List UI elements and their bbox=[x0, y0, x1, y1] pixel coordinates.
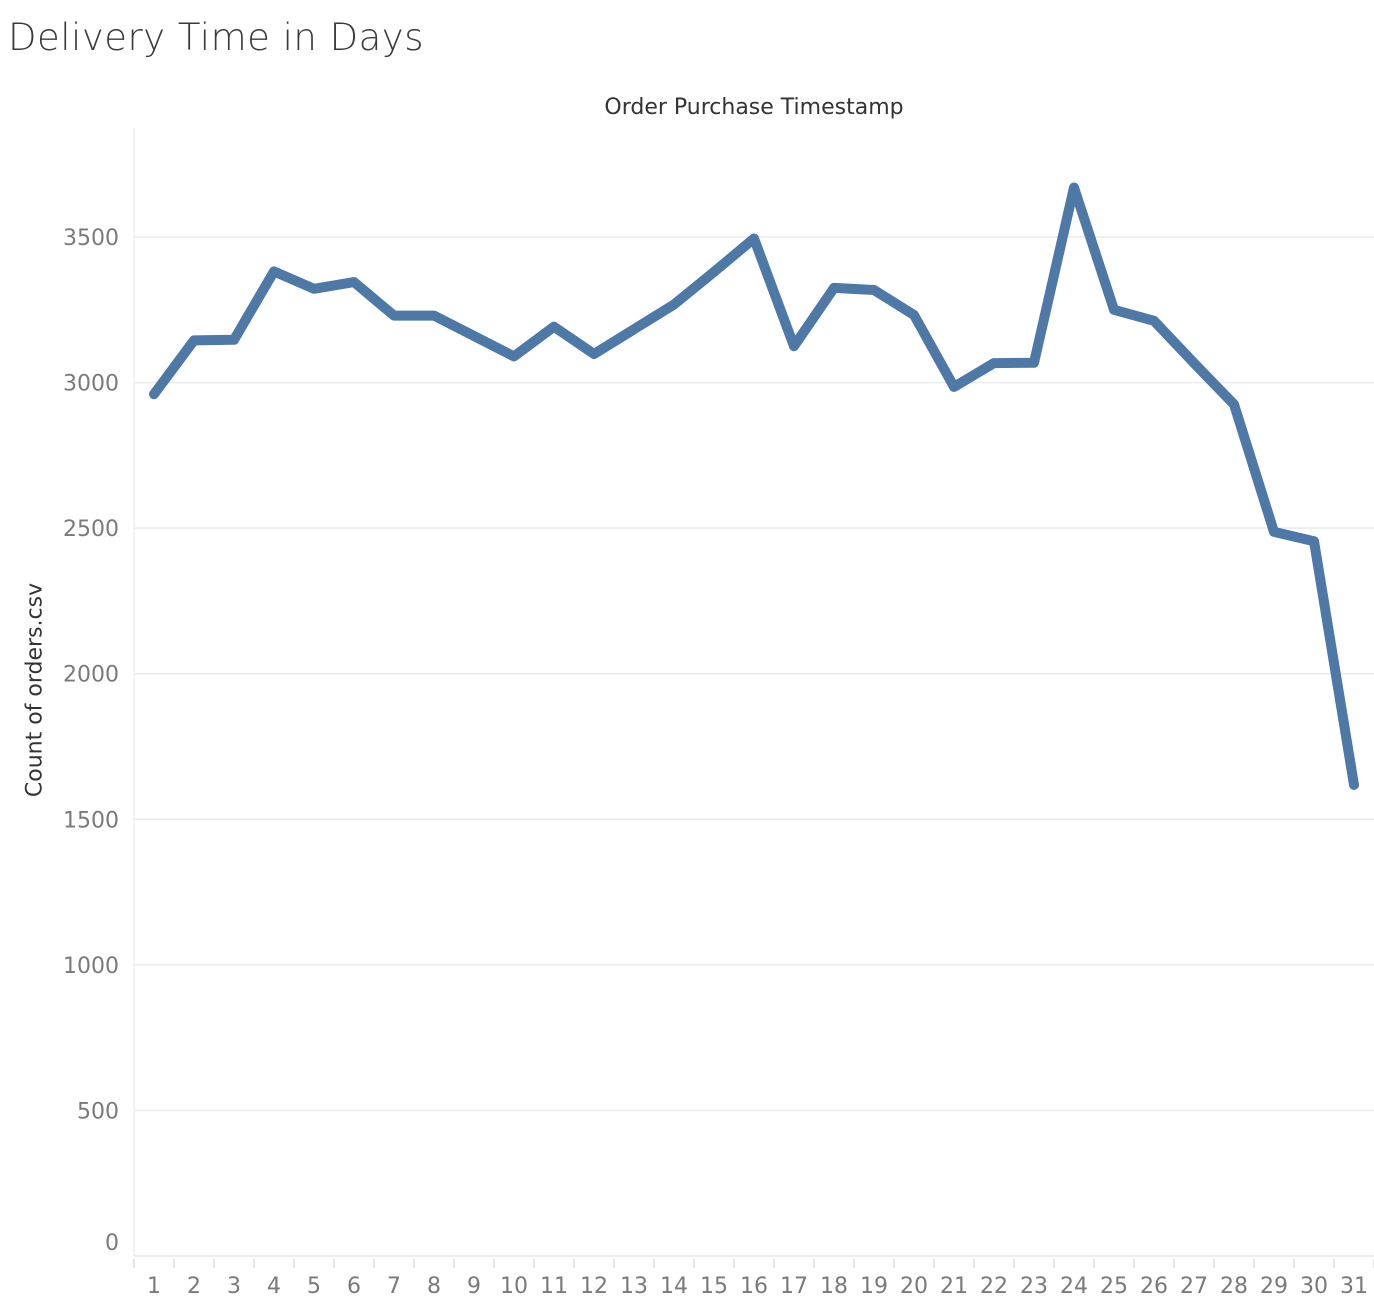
y-tick-label: 3500 bbox=[63, 226, 119, 251]
x-tick-label: 11 bbox=[540, 1274, 568, 1299]
x-tick-label: 15 bbox=[700, 1274, 728, 1299]
y-tick-label: 1000 bbox=[63, 954, 119, 979]
x-tick-label: 20 bbox=[900, 1274, 928, 1299]
x-tick-label: 29 bbox=[1260, 1274, 1288, 1299]
x-tick-label: 28 bbox=[1220, 1274, 1248, 1299]
x-tick-label: 13 bbox=[620, 1274, 648, 1299]
x-tick-label: 7 bbox=[387, 1274, 401, 1299]
chart-title: Delivery Time in Days bbox=[8, 16, 424, 59]
x-tick-label: 3 bbox=[227, 1274, 241, 1299]
x-tick-label: 12 bbox=[580, 1274, 608, 1299]
x-tick-label: 30 bbox=[1300, 1274, 1328, 1299]
x-tick-label: 19 bbox=[860, 1274, 888, 1299]
x-tick-label: 27 bbox=[1180, 1274, 1208, 1299]
y-axis-ticks: 0 500 1000 1500 2000 2500 3000 3500 bbox=[63, 226, 119, 1256]
x-tick-label: 22 bbox=[980, 1274, 1008, 1299]
x-tick-label: 25 bbox=[1100, 1274, 1128, 1299]
x-tick-label: 2 bbox=[187, 1274, 201, 1299]
x-tick-label: 1 bbox=[147, 1274, 161, 1299]
y-tick-label: 2000 bbox=[63, 663, 119, 688]
x-tick-label: 16 bbox=[740, 1274, 768, 1299]
x-tick-label: 8 bbox=[427, 1274, 441, 1299]
x-tick-label: 21 bbox=[940, 1274, 968, 1299]
y-tick-label: 500 bbox=[77, 1099, 119, 1124]
x-axis-title: Order Purchase Timestamp bbox=[604, 95, 904, 120]
series bbox=[149, 182, 1359, 790]
x-tick-label: 5 bbox=[307, 1274, 321, 1299]
y-tick-label: 1500 bbox=[63, 808, 119, 833]
y-tick-label: 2500 bbox=[63, 517, 119, 542]
x-tick-label: 24 bbox=[1060, 1274, 1088, 1299]
x-axis-ticks: 1 2 3 4 5 6 7 8 9 10 11 12 13 14 15 16 17 18 19 20 21 22 23 24 2… bbox=[133, 1259, 1374, 1299]
x-tick-label: 18 bbox=[820, 1274, 848, 1299]
x-tick-label: 4 bbox=[267, 1274, 281, 1299]
x-tick-label: 14 bbox=[660, 1274, 688, 1299]
x-tick-label: 17 bbox=[780, 1274, 808, 1299]
x-tick-label: 10 bbox=[500, 1274, 528, 1299]
x-tick-label: 23 bbox=[1020, 1274, 1048, 1299]
y-tick-label: 3000 bbox=[63, 372, 119, 397]
axes bbox=[133, 128, 1374, 1257]
y-tick-label: 0 bbox=[105, 1231, 119, 1256]
x-tick-label: 9 bbox=[467, 1274, 481, 1299]
x-tick-label: 31 bbox=[1340, 1274, 1368, 1299]
gridlines bbox=[134, 236, 1374, 1112]
x-tick-label: 26 bbox=[1140, 1274, 1168, 1299]
series-line bbox=[149, 182, 1359, 790]
x-tick-label: 6 bbox=[347, 1274, 361, 1299]
